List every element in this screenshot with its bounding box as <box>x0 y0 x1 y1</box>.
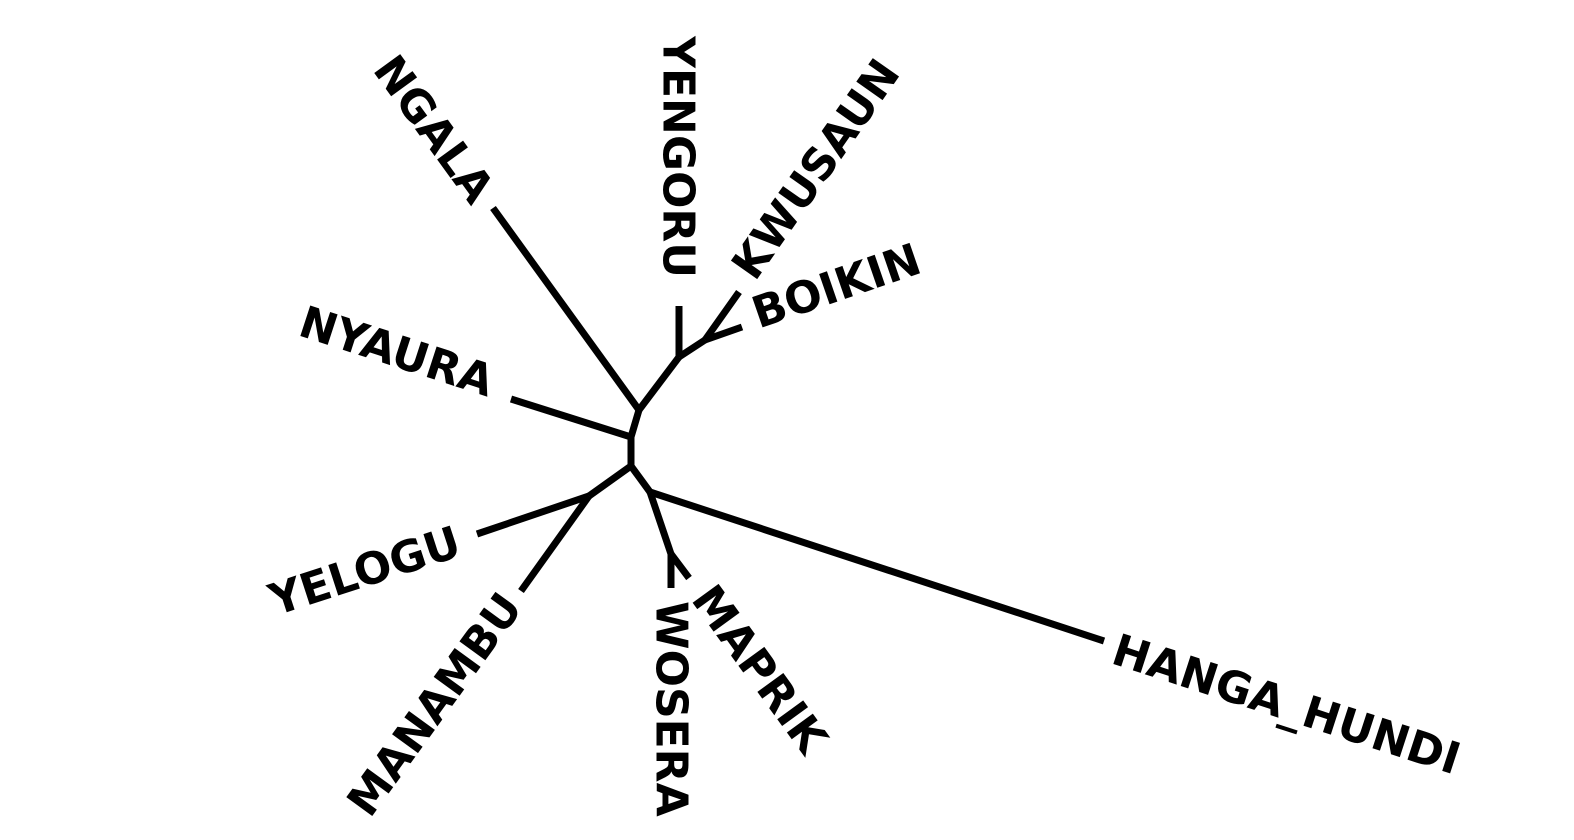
tree-branches <box>475 205 1106 645</box>
branch-manambu <box>518 493 592 594</box>
leaf-label-nyaura: NYAURA <box>293 297 500 408</box>
branch-internal-kwusaun-boikin <box>677 337 707 360</box>
branch-internal-lower-right-clade <box>628 463 653 495</box>
branch-nyaura <box>509 395 633 441</box>
branch-yelogu <box>475 492 591 538</box>
leaf-label-yelogu: YELOGU <box>262 517 467 627</box>
branch-boikin <box>703 323 744 344</box>
branch-ngala <box>490 205 642 413</box>
leaf-label-wosera: WOSERA <box>646 601 697 817</box>
leaf-label-ngala: NGALA <box>363 46 504 213</box>
branch-kwusaun <box>702 289 742 343</box>
leaf-labels: NGALA YENGORU KWUSAUN BOIKIN NYAURA YELO… <box>262 35 1466 826</box>
branch-internal-center <box>627 409 643 466</box>
leaf-label-manambu: MANAMBU <box>338 584 533 826</box>
branch-internal-upper-clade <box>636 354 682 413</box>
branch-internal-lower-left-clade <box>586 463 634 499</box>
branch-maprik <box>668 551 692 581</box>
branch-internal-maprik-wosera <box>646 490 675 556</box>
leaf-label-maprik: MAPRIK <box>681 576 838 765</box>
leaf-label-hanga-hundi: HANGA_HUNDI <box>1106 625 1466 785</box>
leaf-label-yengoru: YENGORU <box>653 35 704 278</box>
branch-hanga-hundi <box>648 488 1106 645</box>
